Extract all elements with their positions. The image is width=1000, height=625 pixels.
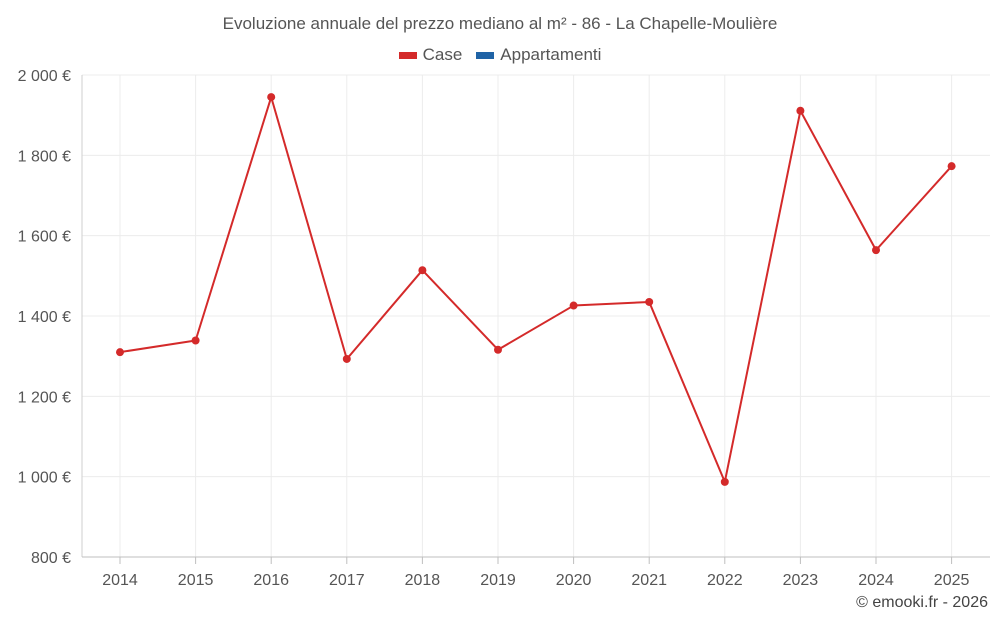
x-tick-label: 2022 <box>707 572 743 589</box>
data-point[interactable] <box>569 301 578 310</box>
data-point[interactable] <box>720 477 729 486</box>
x-tick-label: 2014 <box>102 572 138 589</box>
x-tick-label: 2016 <box>253 572 289 589</box>
data-point[interactable] <box>267 93 276 102</box>
legend-item-case[interactable]: Case <box>398 45 463 65</box>
data-point[interactable] <box>418 266 427 275</box>
x-tick-label: 2018 <box>405 572 441 589</box>
y-tick-label: 1 000 € <box>18 470 71 487</box>
legend-swatch-appartamenti <box>476 51 495 59</box>
data-point[interactable] <box>191 336 200 345</box>
y-tick-label: 1 400 € <box>18 309 71 326</box>
y-tick-label: 800 € <box>31 550 71 567</box>
data-point[interactable] <box>645 297 654 306</box>
x-tick-label: 2015 <box>178 572 214 589</box>
y-tick-label: 1 200 € <box>18 389 71 406</box>
legend-label-case: Case <box>422 45 463 64</box>
data-point[interactable] <box>116 348 124 357</box>
grid <box>82 74 990 557</box>
y-tick-label: 1 800 € <box>18 148 71 165</box>
data-point[interactable] <box>872 246 880 255</box>
x-tick-label: 2019 <box>480 572 516 589</box>
x-tick-label: 2020 <box>556 572 592 589</box>
series-line-case <box>119 96 953 483</box>
x-tick-label: 2021 <box>631 572 667 589</box>
legend-label-appartamenti: Appartamenti <box>500 45 602 64</box>
legend: Case Appartamenti <box>0 45 1000 65</box>
credit-text: © emooki.fr - 2026 <box>856 594 988 611</box>
x-tick-label: 2025 <box>934 572 970 589</box>
data-point[interactable] <box>342 354 351 363</box>
legend-swatch-case <box>398 51 417 59</box>
y-tick-label: 2 000 € <box>18 68 71 85</box>
x-tick-label: 2023 <box>783 572 819 589</box>
data-point[interactable] <box>947 162 956 171</box>
legend-item-appartamenti[interactable]: Appartamenti <box>476 45 601 65</box>
chart-title: Evoluzione annuale del prezzo mediano al… <box>222 14 778 33</box>
data-point[interactable] <box>796 106 805 115</box>
x-tick-label: 2024 <box>858 572 894 589</box>
x-tick-label: 2017 <box>329 572 365 589</box>
data-point[interactable] <box>494 345 502 354</box>
y-tick-label: 1 600 € <box>18 229 71 246</box>
axes: 800 € 1 000 € 1 200 € 1 400 € 1 600 € 1 800 €… <box>18 68 990 589</box>
series <box>116 93 956 486</box>
